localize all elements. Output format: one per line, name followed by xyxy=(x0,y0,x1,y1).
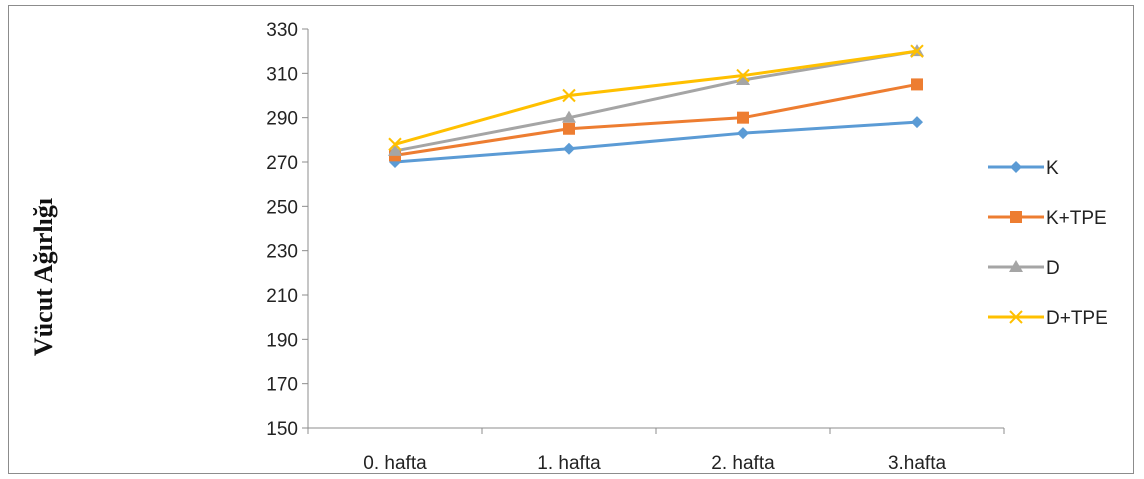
data-point-k xyxy=(737,127,749,140)
data-point-d xyxy=(562,110,576,123)
data-point-d xyxy=(388,143,402,156)
data-point-k xyxy=(911,116,923,129)
legend-marker xyxy=(1010,211,1022,223)
x-tick-label: 2. hafta xyxy=(711,453,775,474)
data-point-k-tpe xyxy=(911,78,923,91)
legend-marker xyxy=(1010,161,1022,173)
series-d xyxy=(388,44,924,156)
legend-marker xyxy=(1009,310,1023,324)
y-tick-label: 230 xyxy=(266,242,298,263)
legend-item-k: K xyxy=(988,158,1059,179)
x-tick-label: 3.hafta xyxy=(888,453,947,474)
y-ticks: 150 170 190 210 230 250 270 290 310 330 xyxy=(266,20,308,440)
y-axis-title: Vücut Ağırlığı xyxy=(29,198,58,356)
series-line-k-tpe xyxy=(394,82,918,157)
chart-frame xyxy=(8,5,1134,474)
data-point-d-tpe xyxy=(736,68,750,83)
y-tick-label: 290 xyxy=(266,109,298,130)
legend-item-d-tpe: D+TPE xyxy=(988,308,1108,329)
y-tick-label: 170 xyxy=(266,375,298,396)
series-k-tpe xyxy=(389,78,923,162)
series-line-k xyxy=(394,120,918,164)
legend-label: D xyxy=(1046,258,1060,279)
y-tick-label: 210 xyxy=(266,286,298,307)
legend-marker xyxy=(1009,260,1023,272)
legend: K K+TPE D D+TPE xyxy=(988,158,1108,329)
x-tick-label: 1. hafta xyxy=(537,453,601,474)
series-line-d xyxy=(394,49,918,153)
data-point-d-tpe xyxy=(388,137,402,151)
legend-item-k-tpe: K+TPE xyxy=(988,208,1107,229)
data-point-k-tpe xyxy=(563,122,575,135)
y-tick-label: 250 xyxy=(266,197,298,218)
y-tick-label: 190 xyxy=(266,330,298,351)
legend-label: K xyxy=(1046,158,1059,179)
x-tick-label: 0. hafta xyxy=(363,453,427,474)
legend-label: D+TPE xyxy=(1046,308,1108,329)
y-tick-label: 270 xyxy=(266,153,298,174)
y-tick-label: 150 xyxy=(266,419,298,440)
data-point-d xyxy=(736,72,750,85)
series-group xyxy=(388,44,924,168)
legend-item-d: D xyxy=(988,258,1060,279)
data-point-d-tpe xyxy=(562,88,576,103)
data-point-d-tpe xyxy=(910,44,924,58)
data-point-k xyxy=(563,142,575,155)
legend-label: K+TPE xyxy=(1046,208,1107,229)
series-line-d-tpe xyxy=(394,49,918,146)
series-d-tpe xyxy=(388,44,924,151)
y-tick-label: 310 xyxy=(266,64,298,85)
data-point-k-tpe xyxy=(737,111,749,124)
x-ticks: 0. hafta 1. hafta 2. hafta 3.hafta xyxy=(307,428,1005,474)
y-tick-label: 330 xyxy=(266,20,298,41)
